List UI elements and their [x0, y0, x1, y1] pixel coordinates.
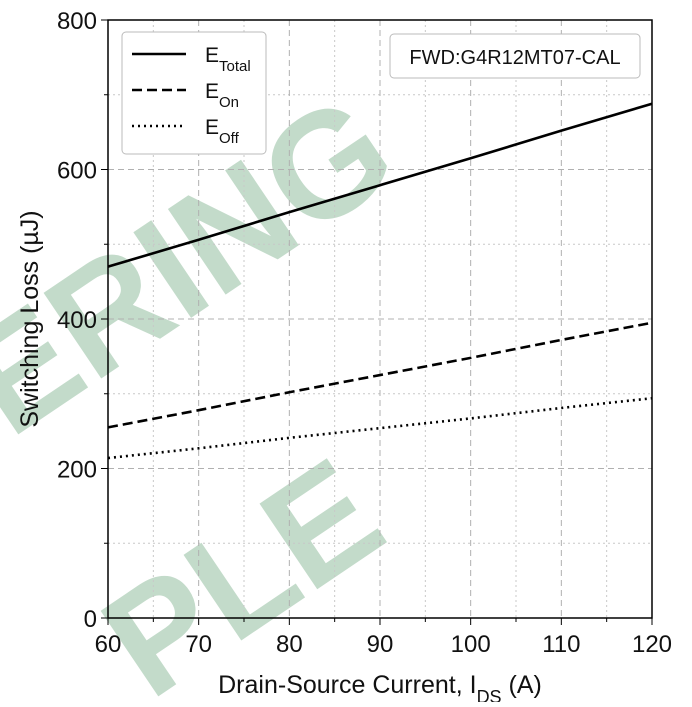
legend-label-main: E: [205, 80, 219, 103]
annotation: FWD:G4R12MT07-CAL: [409, 47, 620, 69]
x-axis-label-part: (A): [502, 671, 542, 699]
legend-label: ETotal: [205, 44, 251, 75]
x-tick-label: 90: [367, 631, 394, 658]
x-tick-label: 60: [95, 631, 122, 658]
y-tick-label: 800: [57, 8, 97, 35]
x-tick-label: 120: [632, 631, 672, 658]
x-axis-label: Drain-Source Current, IDS (A): [218, 671, 542, 702]
series-line: [107, 396, 653, 460]
x-tick-label: 70: [185, 631, 212, 658]
legend-label-main: E: [205, 44, 219, 67]
legend-box: [121, 31, 267, 155]
legend-label: EOff: [205, 116, 240, 147]
x-tick-label: 80: [276, 631, 303, 658]
y-tick-label: 0: [84, 606, 97, 633]
legend-label-sub: Total: [219, 58, 251, 75]
x-axis-label-part: DS: [477, 687, 502, 702]
legend-label: EOn: [205, 80, 239, 111]
annotation-box: [389, 33, 641, 79]
y-axis-label: Switching Loss (µJ): [16, 210, 44, 427]
axes: 60 70 80 90 100 110 120 0 200 400 600 800: [57, 8, 672, 658]
y-tick-label: 200: [57, 457, 97, 484]
legend-label-main: E: [205, 116, 219, 139]
y-tick-label: 600: [57, 158, 97, 185]
x-tick-label: 110: [542, 631, 580, 658]
legend-label-sub: On: [219, 94, 239, 111]
x-tick-label: 100: [451, 631, 491, 658]
watermark: PLE: [74, 426, 410, 702]
x-axis-label-part: Drain-Source Current, I: [218, 671, 476, 699]
series-layer: [107, 102, 653, 460]
series-line: [107, 321, 653, 429]
legend-label-sub: Off: [219, 130, 240, 147]
y-tick-label: 400: [57, 307, 97, 334]
series-line: [107, 102, 653, 268]
